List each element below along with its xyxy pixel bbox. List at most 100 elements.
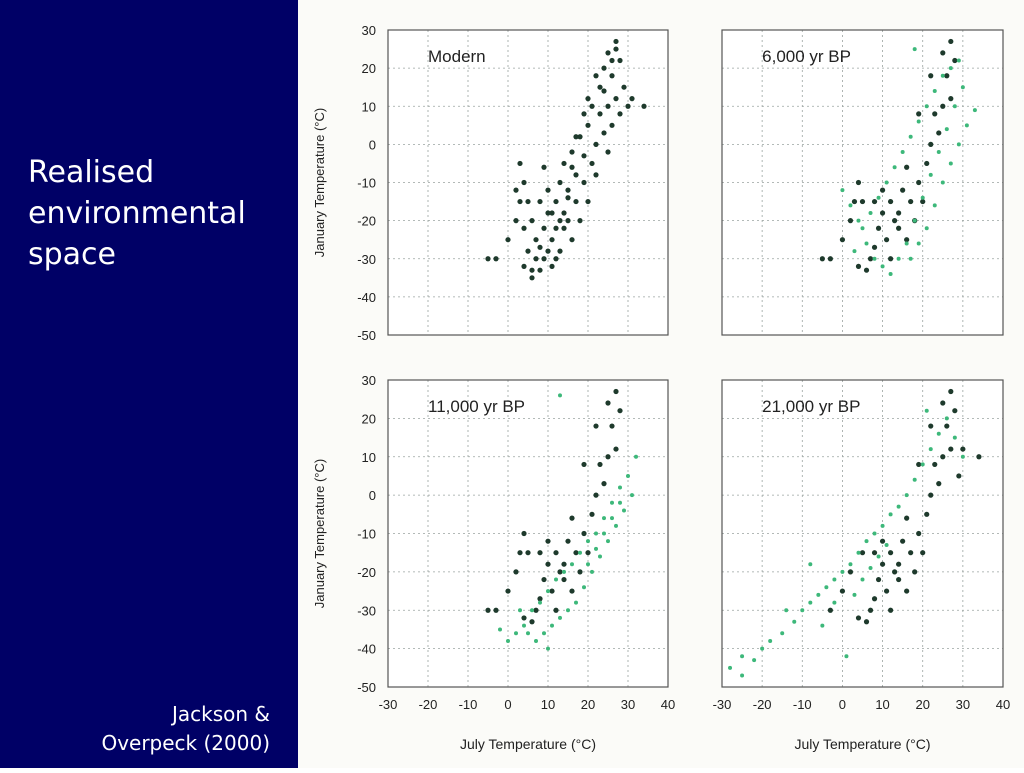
modern-point <box>863 267 870 273</box>
past-point <box>590 569 594 574</box>
modern-point <box>609 73 615 79</box>
modern-point <box>920 550 926 556</box>
modern-point <box>541 164 547 170</box>
y-tick-label: -40 <box>357 290 376 305</box>
past-point <box>522 623 526 628</box>
modern-point <box>928 492 934 498</box>
modern-point <box>565 538 571 544</box>
modern-point <box>952 408 958 414</box>
modern-point <box>581 461 587 468</box>
modern-point <box>537 267 543 273</box>
past-point <box>800 608 805 613</box>
x-tick-label: 10 <box>541 697 555 712</box>
modern-point <box>928 423 934 429</box>
y-tick-label: -50 <box>357 680 376 695</box>
modern-point <box>569 515 575 521</box>
modern-point <box>537 550 543 556</box>
scatter-panel: 6,000 yr BP <box>721 29 1004 336</box>
modern-point <box>549 588 555 594</box>
modern-point <box>557 248 563 254</box>
past-point <box>868 566 873 571</box>
modern-point <box>621 84 627 90</box>
modern-point <box>912 569 918 575</box>
modern-point <box>948 388 954 395</box>
x-tick-label: -30 <box>713 697 732 712</box>
past-point <box>864 241 869 246</box>
past-point <box>868 211 873 215</box>
modern-point <box>928 73 934 79</box>
plot-frame <box>387 29 669 336</box>
past-point <box>618 500 622 505</box>
x-tick-label: 20 <box>581 697 595 712</box>
modern-point <box>569 149 575 155</box>
modern-point <box>585 198 591 205</box>
modern-point <box>533 256 539 262</box>
modern-point <box>924 511 930 517</box>
past-point <box>928 172 933 177</box>
past-point <box>924 226 929 231</box>
modern-point <box>948 38 954 45</box>
modern-point <box>940 103 946 109</box>
modern-point <box>871 596 878 602</box>
modern-point <box>904 515 910 521</box>
modern-point <box>521 263 527 269</box>
modern-point <box>908 550 914 556</box>
past-point <box>956 142 961 147</box>
modern-point <box>581 530 587 537</box>
modern-point <box>585 122 591 128</box>
y-axis-label: January Temperature (°C) <box>312 459 327 608</box>
modern-point <box>541 576 547 583</box>
past-point <box>872 256 877 261</box>
modern-point <box>879 210 886 216</box>
modern-point <box>613 446 619 452</box>
past-point <box>912 47 917 52</box>
past-point <box>566 608 570 613</box>
past-point <box>936 150 941 154</box>
past-point <box>562 569 566 574</box>
modern-point <box>952 57 958 64</box>
past-point <box>558 615 562 620</box>
past-point <box>542 631 546 636</box>
modern-point <box>605 454 611 460</box>
modern-point <box>936 130 942 136</box>
modern-point <box>545 561 551 567</box>
modern-point <box>581 179 587 186</box>
plot-frame <box>721 29 1004 336</box>
modern-point <box>577 569 583 575</box>
past-point <box>956 58 961 63</box>
modern-point <box>553 550 559 556</box>
modern-point <box>625 103 631 109</box>
modern-point <box>916 461 922 468</box>
past-point <box>920 195 925 200</box>
modern-point <box>589 511 595 517</box>
modern-point <box>641 103 647 109</box>
past-point <box>614 523 618 528</box>
x-tick-label: 10 <box>875 697 889 712</box>
modern-point <box>827 607 833 613</box>
past-point <box>534 638 538 643</box>
modern-point <box>593 492 599 498</box>
x-tick-label: 30 <box>956 697 970 712</box>
modern-point <box>924 160 930 167</box>
modern-point <box>485 607 491 613</box>
past-point <box>852 592 857 597</box>
past-point <box>892 165 897 170</box>
modern-point <box>617 408 623 414</box>
past-point <box>518 608 522 613</box>
past-point <box>916 241 921 246</box>
modern-point <box>549 263 555 269</box>
modern-point <box>589 103 595 109</box>
title-sidebar: Realised environmental space Jackson & O… <box>0 0 298 768</box>
past-point <box>832 577 837 582</box>
past-point <box>506 638 510 643</box>
past-point <box>856 550 861 555</box>
y-axis-label: January Temperature (°C) <box>312 108 327 257</box>
past-point <box>876 195 881 200</box>
past-point <box>872 531 877 536</box>
past-point <box>880 523 885 528</box>
modern-point <box>549 210 555 216</box>
x-axis-label: July Temperature (°C) <box>460 736 596 752</box>
panel-title: 21,000 yr BP <box>762 397 860 416</box>
modern-point <box>601 88 607 94</box>
modern-point <box>601 481 607 487</box>
